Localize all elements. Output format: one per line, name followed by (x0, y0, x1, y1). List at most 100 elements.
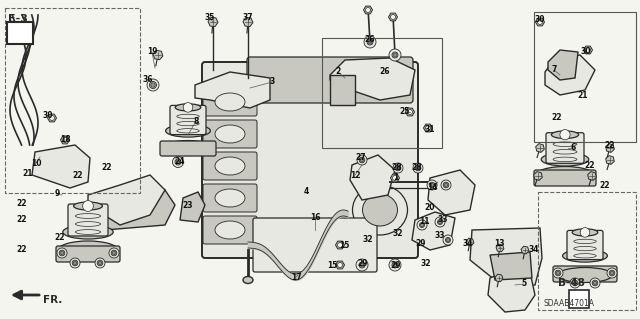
Circle shape (57, 248, 67, 258)
Polygon shape (335, 261, 344, 269)
Text: 21: 21 (578, 91, 588, 100)
Text: 22: 22 (600, 181, 611, 189)
Text: 32: 32 (420, 259, 431, 269)
Circle shape (357, 155, 367, 165)
Polygon shape (88, 190, 175, 230)
Circle shape (389, 49, 401, 61)
Text: 20: 20 (425, 203, 435, 211)
Text: 22: 22 (17, 216, 28, 225)
Polygon shape (360, 263, 364, 267)
Ellipse shape (557, 268, 612, 283)
Text: 29: 29 (391, 261, 401, 270)
Circle shape (572, 280, 578, 286)
Text: 30: 30 (535, 16, 545, 25)
Polygon shape (490, 252, 532, 280)
Text: FR.: FR. (43, 295, 62, 305)
Ellipse shape (243, 277, 253, 284)
Circle shape (445, 238, 451, 242)
Ellipse shape (574, 239, 596, 244)
Text: 34: 34 (529, 246, 540, 255)
Bar (5, 8, 140, 193)
Text: 10: 10 (31, 159, 41, 167)
Polygon shape (368, 40, 372, 44)
Text: 15: 15 (339, 241, 349, 250)
Polygon shape (428, 170, 475, 215)
Text: 16: 16 (310, 213, 320, 222)
Text: 13: 13 (493, 240, 504, 249)
Ellipse shape (574, 247, 596, 251)
Circle shape (364, 36, 376, 48)
Text: 11: 11 (419, 218, 429, 226)
Polygon shape (496, 244, 504, 252)
Polygon shape (47, 114, 56, 122)
Text: 15: 15 (327, 261, 337, 270)
Text: 33: 33 (435, 232, 445, 241)
Text: 22: 22 (55, 233, 65, 241)
Bar (538, 192, 636, 310)
FancyBboxPatch shape (546, 133, 584, 163)
Circle shape (607, 268, 617, 278)
Circle shape (592, 280, 598, 286)
Circle shape (553, 268, 563, 278)
Polygon shape (605, 156, 614, 164)
Circle shape (392, 262, 398, 268)
Text: 27: 27 (356, 153, 366, 162)
FancyBboxPatch shape (203, 120, 257, 148)
Text: 4: 4 (303, 188, 308, 197)
FancyBboxPatch shape (203, 152, 257, 180)
Text: 5: 5 (522, 279, 527, 288)
Text: 14: 14 (427, 183, 437, 192)
Ellipse shape (177, 114, 199, 119)
Circle shape (413, 163, 423, 173)
Text: 32: 32 (363, 235, 373, 244)
Text: 7: 7 (551, 65, 557, 75)
Polygon shape (424, 124, 433, 132)
Text: 1: 1 (394, 174, 399, 182)
FancyBboxPatch shape (202, 62, 418, 258)
Polygon shape (438, 220, 442, 224)
Polygon shape (243, 18, 253, 26)
Polygon shape (430, 183, 434, 187)
Polygon shape (556, 271, 560, 275)
Circle shape (396, 165, 401, 171)
Text: 22: 22 (552, 114, 563, 122)
Polygon shape (60, 251, 64, 255)
Ellipse shape (574, 254, 596, 258)
Text: 26: 26 (365, 35, 375, 44)
Text: 23: 23 (183, 201, 193, 210)
Polygon shape (545, 55, 595, 95)
Polygon shape (536, 144, 544, 152)
Polygon shape (420, 224, 424, 226)
Ellipse shape (76, 214, 100, 219)
Ellipse shape (76, 230, 100, 234)
Polygon shape (176, 160, 180, 164)
Circle shape (337, 263, 342, 267)
Polygon shape (605, 144, 614, 152)
Ellipse shape (215, 125, 245, 143)
Polygon shape (495, 274, 503, 282)
Text: 34: 34 (463, 239, 473, 248)
Ellipse shape (58, 241, 118, 259)
Circle shape (580, 227, 590, 237)
Polygon shape (416, 166, 420, 170)
Circle shape (95, 258, 105, 268)
Polygon shape (112, 251, 116, 255)
FancyBboxPatch shape (247, 57, 413, 103)
Polygon shape (470, 228, 542, 288)
Polygon shape (610, 271, 614, 275)
Polygon shape (98, 261, 102, 265)
Text: 29: 29 (416, 240, 426, 249)
Text: 19: 19 (147, 48, 157, 56)
Circle shape (393, 163, 403, 173)
Text: SDAAB4701A: SDAAB4701A (543, 299, 594, 308)
Circle shape (147, 79, 159, 91)
Circle shape (365, 8, 371, 12)
Text: E-3: E-3 (8, 14, 28, 24)
Circle shape (392, 52, 398, 58)
Circle shape (356, 259, 368, 271)
Ellipse shape (563, 249, 607, 262)
Text: 30: 30 (43, 112, 53, 121)
Circle shape (173, 157, 184, 167)
Text: 22: 22 (17, 246, 28, 255)
Polygon shape (153, 50, 163, 60)
